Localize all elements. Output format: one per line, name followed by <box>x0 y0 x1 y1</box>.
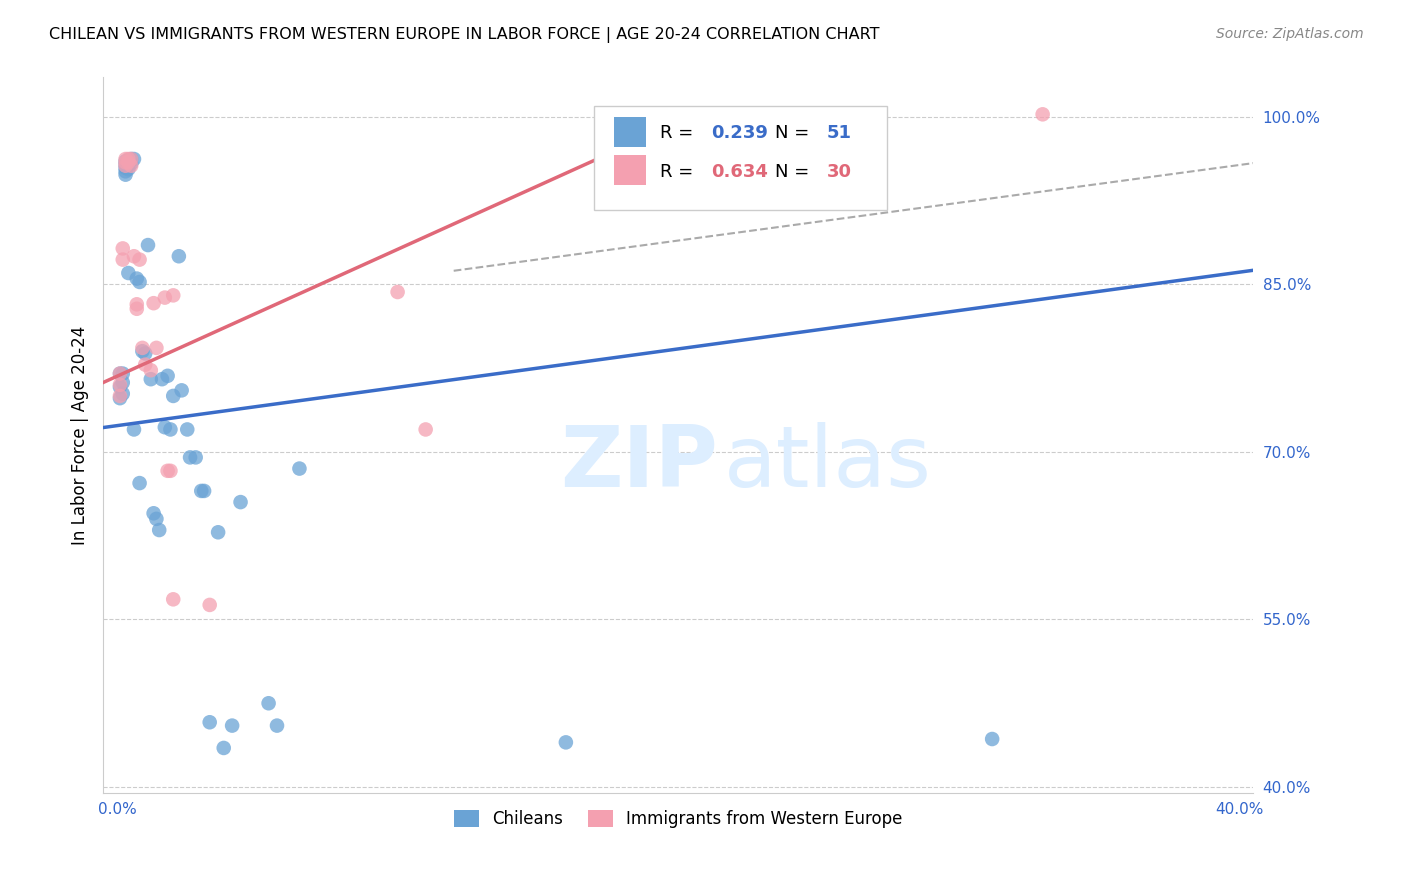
Point <box>108 367 131 381</box>
Point <box>108 367 131 381</box>
Point <box>207 525 229 540</box>
Text: Source: ZipAtlas.com: Source: ZipAtlas.com <box>1216 27 1364 41</box>
Point <box>125 297 148 311</box>
Point <box>148 523 170 537</box>
Text: R =: R = <box>659 163 699 181</box>
Bar <box>613 154 645 185</box>
Point <box>120 156 142 170</box>
Point <box>981 731 1004 746</box>
Point <box>145 341 167 355</box>
Point <box>128 275 150 289</box>
Point <box>190 483 212 498</box>
Point <box>111 252 134 267</box>
Point <box>117 162 139 177</box>
Point <box>145 512 167 526</box>
Point <box>117 158 139 172</box>
Point <box>128 476 150 491</box>
Point <box>111 367 134 381</box>
Point <box>198 715 221 730</box>
Point <box>229 495 252 509</box>
Point <box>134 358 156 372</box>
Point <box>156 368 179 383</box>
Point <box>288 461 311 475</box>
Bar <box>613 117 645 147</box>
Point <box>159 422 181 436</box>
Point <box>176 422 198 436</box>
Point <box>142 296 165 310</box>
Point <box>120 159 142 173</box>
Point <box>122 249 145 263</box>
Point <box>114 161 136 175</box>
Point <box>111 376 134 390</box>
Point <box>159 464 181 478</box>
Text: 30: 30 <box>827 163 852 181</box>
Point <box>162 592 184 607</box>
Point <box>114 159 136 173</box>
Legend: Chileans, Immigrants from Western Europe: Chileans, Immigrants from Western Europe <box>447 803 910 834</box>
Point <box>114 158 136 172</box>
Text: atlas: atlas <box>724 422 932 505</box>
Point <box>170 384 193 398</box>
Point <box>117 152 139 166</box>
Point <box>122 152 145 166</box>
Point <box>142 506 165 520</box>
Point <box>554 735 576 749</box>
Point <box>184 450 207 465</box>
Point <box>1032 107 1054 121</box>
Text: 0.634: 0.634 <box>711 163 768 181</box>
Point <box>108 377 131 392</box>
Point <box>114 164 136 178</box>
Point <box>108 380 131 394</box>
Point <box>117 155 139 169</box>
Point <box>125 271 148 285</box>
Point <box>139 372 162 386</box>
Point <box>111 386 134 401</box>
Point <box>128 252 150 267</box>
Text: ZIP: ZIP <box>561 422 718 505</box>
Text: N =: N = <box>775 163 814 181</box>
Point <box>114 155 136 169</box>
Point <box>131 344 153 359</box>
Point <box>156 464 179 478</box>
Point <box>221 718 243 732</box>
Point <box>162 288 184 302</box>
Point <box>139 363 162 377</box>
Text: 51: 51 <box>827 124 852 142</box>
Point <box>131 341 153 355</box>
Point <box>212 741 235 756</box>
Point <box>114 154 136 169</box>
Point <box>117 266 139 280</box>
Point <box>108 389 131 403</box>
Point <box>114 168 136 182</box>
Point <box>162 389 184 403</box>
Point <box>150 372 173 386</box>
Point <box>153 420 176 434</box>
Text: 0.239: 0.239 <box>711 124 768 142</box>
FancyBboxPatch shape <box>595 106 887 210</box>
Point <box>120 152 142 166</box>
Point <box>257 696 280 710</box>
Point <box>415 422 437 436</box>
Y-axis label: In Labor Force | Age 20-24: In Labor Force | Age 20-24 <box>72 326 89 545</box>
Text: N =: N = <box>775 124 814 142</box>
Point <box>193 483 215 498</box>
Text: CHILEAN VS IMMIGRANTS FROM WESTERN EUROPE IN LABOR FORCE | AGE 20-24 CORRELATION: CHILEAN VS IMMIGRANTS FROM WESTERN EUROP… <box>49 27 880 43</box>
Point <box>117 153 139 168</box>
Point <box>114 152 136 166</box>
Text: R =: R = <box>659 124 699 142</box>
Point <box>153 291 176 305</box>
Point <box>266 718 288 732</box>
Point <box>387 285 409 299</box>
Point <box>125 301 148 316</box>
Point <box>136 238 159 252</box>
Point <box>108 391 131 405</box>
Point <box>179 450 201 465</box>
Point <box>167 249 190 263</box>
Point <box>198 598 221 612</box>
Point <box>120 152 142 166</box>
Point <box>111 241 134 255</box>
Point <box>122 422 145 436</box>
Point <box>134 346 156 360</box>
